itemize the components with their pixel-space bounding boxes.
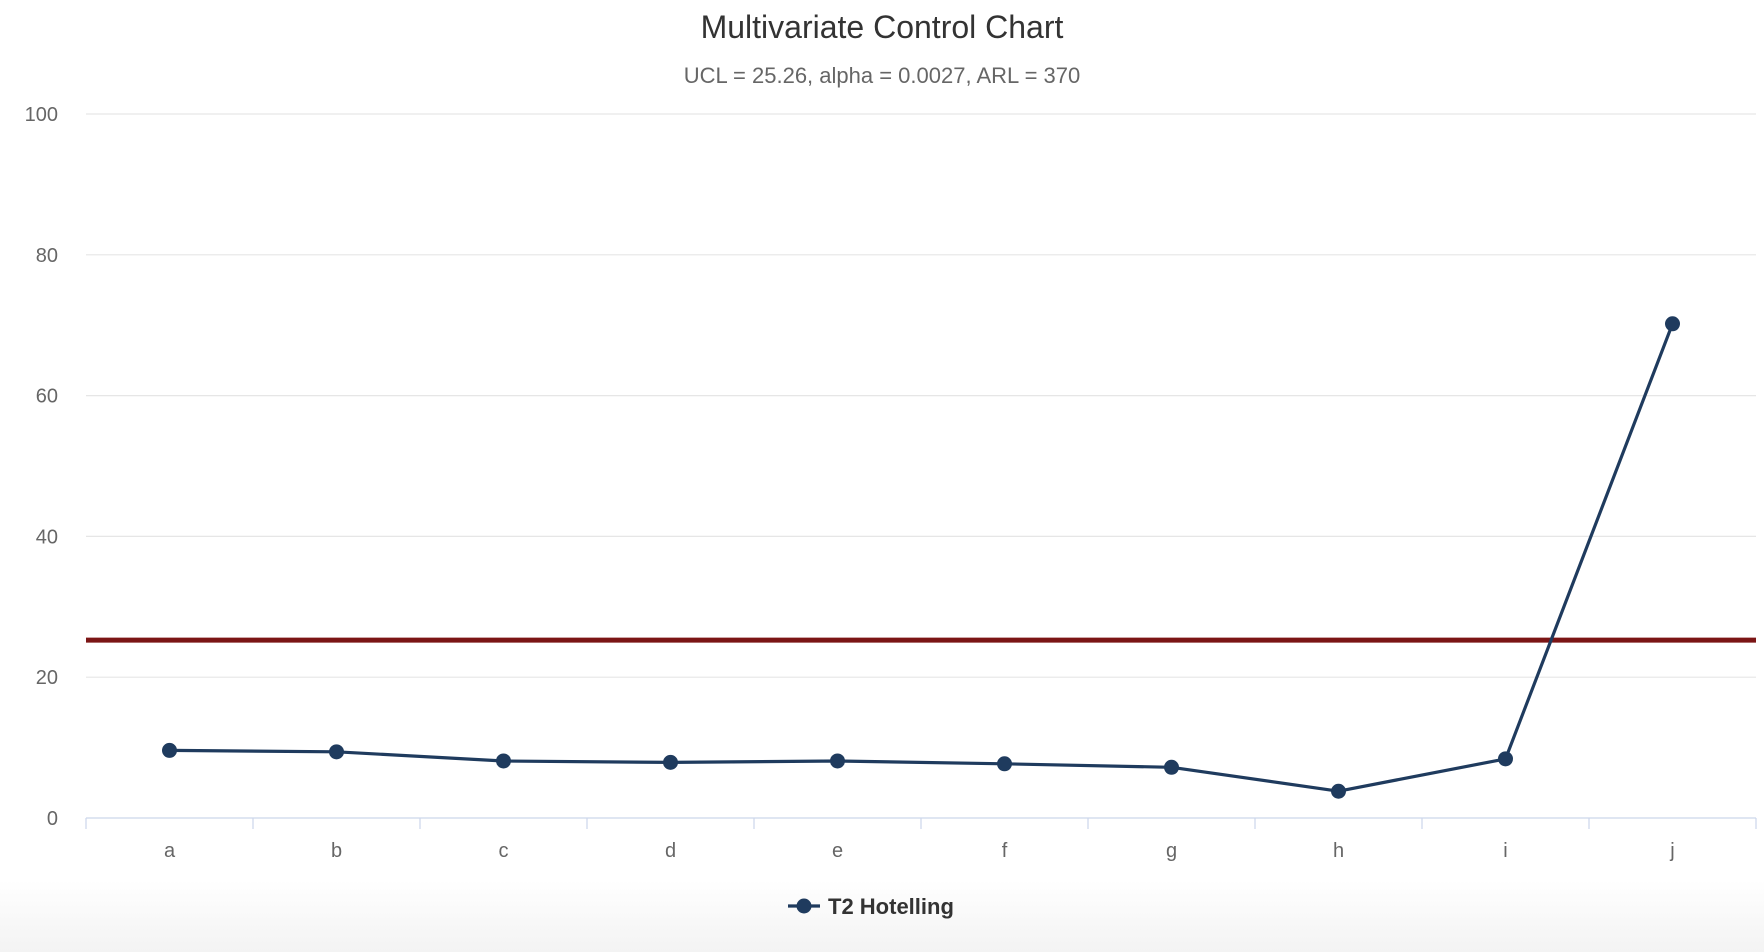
y-tick-label-100: 100 [25, 104, 58, 126]
x-tick-label-b: b [331, 840, 342, 862]
x-tick-label-d: d [665, 840, 676, 862]
x-tick-label-e: e [832, 840, 843, 862]
data-point-f[interactable] [997, 756, 1012, 772]
grid-layer [86, 113, 1756, 678]
x-tick-label-c: c [499, 840, 509, 862]
y-axis-labels: 0 20 40 60 80 100 [25, 104, 58, 830]
data-point-e[interactable] [830, 753, 845, 769]
data-point-a[interactable] [162, 742, 177, 758]
x-axis: a b c d e f g h i j [85, 817, 1757, 862]
y-tick-label-20: 20 [36, 667, 58, 689]
x-tick-label-h: h [1333, 840, 1344, 862]
data-point-i[interactable] [1498, 751, 1513, 767]
chart-subtitle: UCL = 25.26, alpha = 0.0027, ARL = 370 [684, 63, 1081, 88]
data-point-h[interactable] [1331, 783, 1346, 799]
legend-marker [796, 898, 812, 914]
x-tick-label-g: g [1166, 840, 1177, 862]
y-tick-label-0: 0 [47, 808, 58, 830]
data-point-b[interactable] [329, 744, 344, 760]
data-point-g[interactable] [1164, 759, 1179, 775]
legend[interactable]: T2 Hotelling [788, 894, 954, 919]
y-tick-label-60: 60 [36, 386, 58, 408]
chart-title: Multivariate Control Chart [701, 9, 1064, 45]
data-point-j[interactable] [1665, 316, 1680, 332]
y-tick-label-40: 40 [36, 526, 58, 548]
x-tick-label-f: f [1002, 840, 1008, 862]
x-tick-label-a: a [164, 840, 176, 862]
x-tick-label-j: j [1669, 840, 1674, 862]
data-point-d[interactable] [663, 754, 678, 770]
x-tick-label-i: i [1503, 840, 1507, 862]
data-point-c[interactable] [496, 753, 511, 769]
series-layer [162, 316, 1680, 799]
y-tick-label-80: 80 [36, 245, 58, 267]
series-line [167, 322, 1675, 793]
legend-label[interactable]: T2 Hotelling [828, 894, 954, 919]
